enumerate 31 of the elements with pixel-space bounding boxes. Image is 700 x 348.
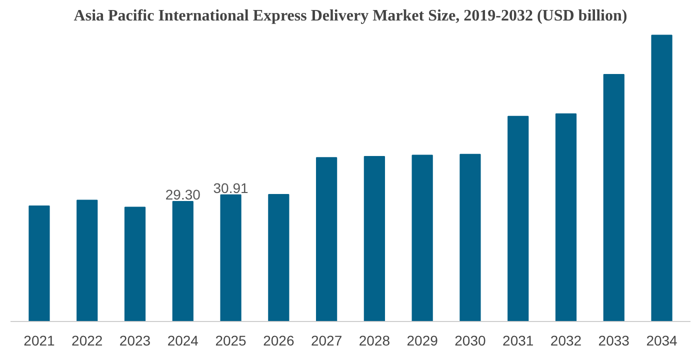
bar <box>460 154 481 322</box>
bar <box>220 194 242 322</box>
bar <box>651 34 672 322</box>
data-label: 29.30 <box>165 186 201 202</box>
data-label: 30.91 <box>213 180 249 196</box>
x-tick-label: 2027 <box>310 332 342 348</box>
bar <box>268 194 290 322</box>
x-tick-label: 2029 <box>406 332 438 348</box>
bar <box>555 113 577 322</box>
x-tick-label: 2030 <box>454 332 486 348</box>
x-tick-label: 2023 <box>119 332 151 348</box>
x-tick-label: 2033 <box>598 332 630 348</box>
bar <box>172 201 194 322</box>
bar <box>28 206 50 322</box>
x-tick-label: 2034 <box>646 332 678 348</box>
bar <box>603 74 624 322</box>
x-tick-label: 2021 <box>24 332 56 348</box>
x-tick-label: 2025 <box>215 332 247 348</box>
x-tick-label: 2028 <box>358 332 390 348</box>
bar <box>316 157 338 322</box>
bar <box>124 206 146 322</box>
bar <box>364 156 385 322</box>
x-tick-label: 2024 <box>167 332 199 348</box>
bar <box>412 154 433 322</box>
x-tick-label: 2022 <box>72 332 103 348</box>
bar <box>76 200 98 322</box>
chart-title: Asia Pacific International Express Delivery Market Size, 2019-2032 (USD billion) <box>74 8 628 24</box>
bar <box>508 116 529 322</box>
x-tick-label: 2032 <box>550 332 582 348</box>
x-tick-label: 2026 <box>263 332 294 348</box>
x-tick-label: 2031 <box>502 332 534 348</box>
